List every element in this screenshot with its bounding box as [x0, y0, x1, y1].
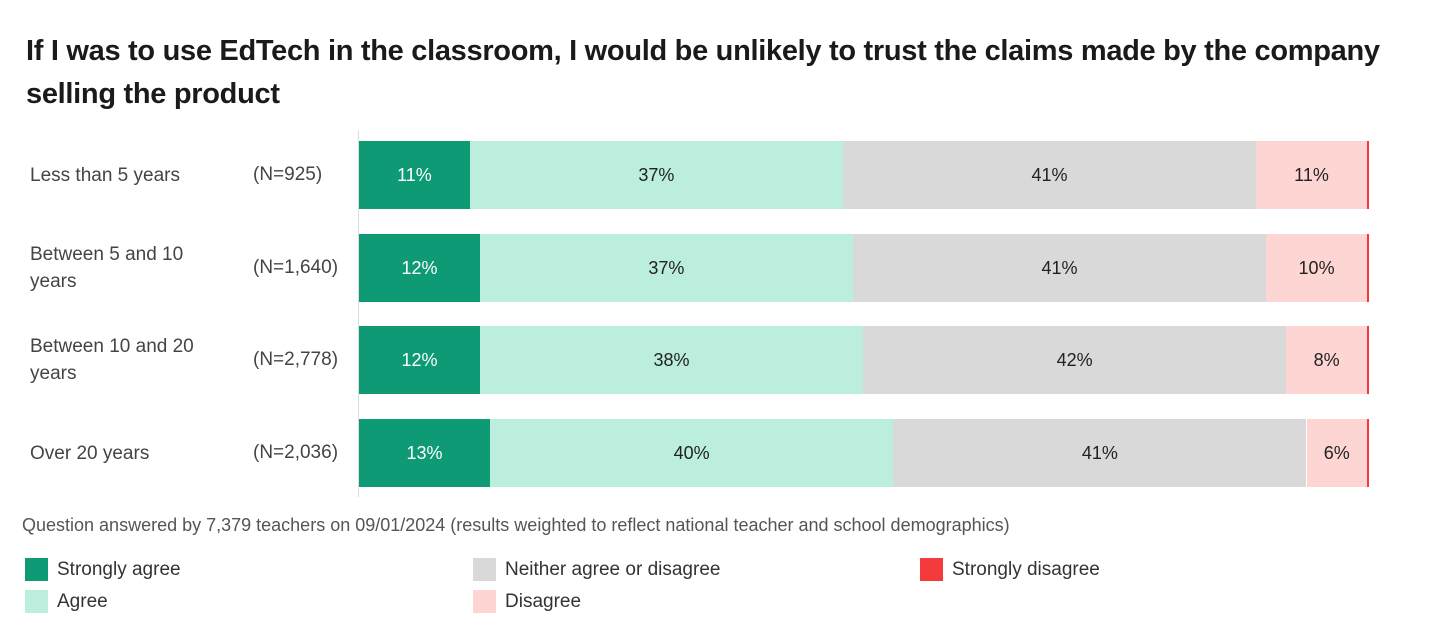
category-label: Between 10 and 20 years: [30, 336, 194, 384]
sample-size-label: (N=2,036): [253, 442, 339, 463]
legend-item: Strongly disagree: [920, 558, 1100, 581]
bar-segment-strongly-disagree: [1366, 141, 1369, 209]
bar-segment-neither-agree-or-disagree: 42%: [862, 326, 1287, 394]
chart-title: If I was to use EdTech in the classroom,…: [26, 35, 1380, 110]
legend-item: Agree: [25, 590, 108, 613]
bar-segment-strongly-agree: 12%: [359, 326, 480, 394]
sample-size-label: (N=925): [253, 164, 323, 185]
legend-item: Neither agree or disagree: [473, 558, 720, 581]
legend-item: Strongly agree: [25, 558, 181, 581]
sample-size-label: (N=1,640): [253, 257, 339, 278]
bar-segment-neither-agree-or-disagree: 41%: [852, 234, 1267, 302]
legend-label: Neither agree or disagree: [505, 558, 721, 580]
bar-segment-agree: 37%: [469, 141, 843, 209]
chart-note: Question answered by 7,379 teachers on 0…: [22, 515, 1010, 535]
legend-label: Strongly disagree: [952, 558, 1100, 580]
legend-swatch: [25, 590, 48, 613]
bar-segment-disagree: 11%: [1256, 141, 1367, 209]
bar-segment-disagree: 8%: [1286, 326, 1367, 394]
y-axis-line: [358, 130, 359, 497]
legend-swatch: [25, 558, 48, 581]
bar-segment-strongly-agree: 11%: [359, 141, 470, 209]
bar-segment-strongly-agree: 12%: [359, 234, 480, 302]
category-label: Less than 5 years: [30, 164, 180, 186]
bar-segment-agree: 38%: [479, 326, 863, 394]
legend-label: Agree: [57, 590, 108, 612]
category-label: Over 20 years: [30, 442, 150, 464]
legend-swatch: [920, 558, 943, 581]
bar-segment-strongly-disagree: [1366, 419, 1369, 487]
legend-swatch: [473, 590, 496, 613]
legend-label: Disagree: [505, 590, 582, 612]
bar-segment-strongly-disagree: [1366, 234, 1369, 302]
bar-segment-agree: 37%: [479, 234, 853, 302]
bar-segment-strongly-agree: 13%: [359, 419, 491, 487]
legend-item: Disagree: [473, 590, 581, 613]
bar-segment-disagree: 6%: [1306, 419, 1367, 487]
legend-label: Strongly agree: [57, 558, 181, 580]
sample-size-label: (N=2,778): [253, 349, 339, 370]
category-label: Between 5 and 10 years: [30, 244, 184, 292]
legend-swatch: [473, 558, 496, 581]
bar-segment-agree: 40%: [490, 419, 894, 487]
bar-segment-neither-agree-or-disagree: 41%: [842, 141, 1257, 209]
bar-segment-strongly-disagree: [1366, 326, 1369, 394]
bar-segment-neither-agree-or-disagree: 41%: [893, 419, 1307, 487]
bar-segment-disagree: 10%: [1266, 234, 1367, 302]
